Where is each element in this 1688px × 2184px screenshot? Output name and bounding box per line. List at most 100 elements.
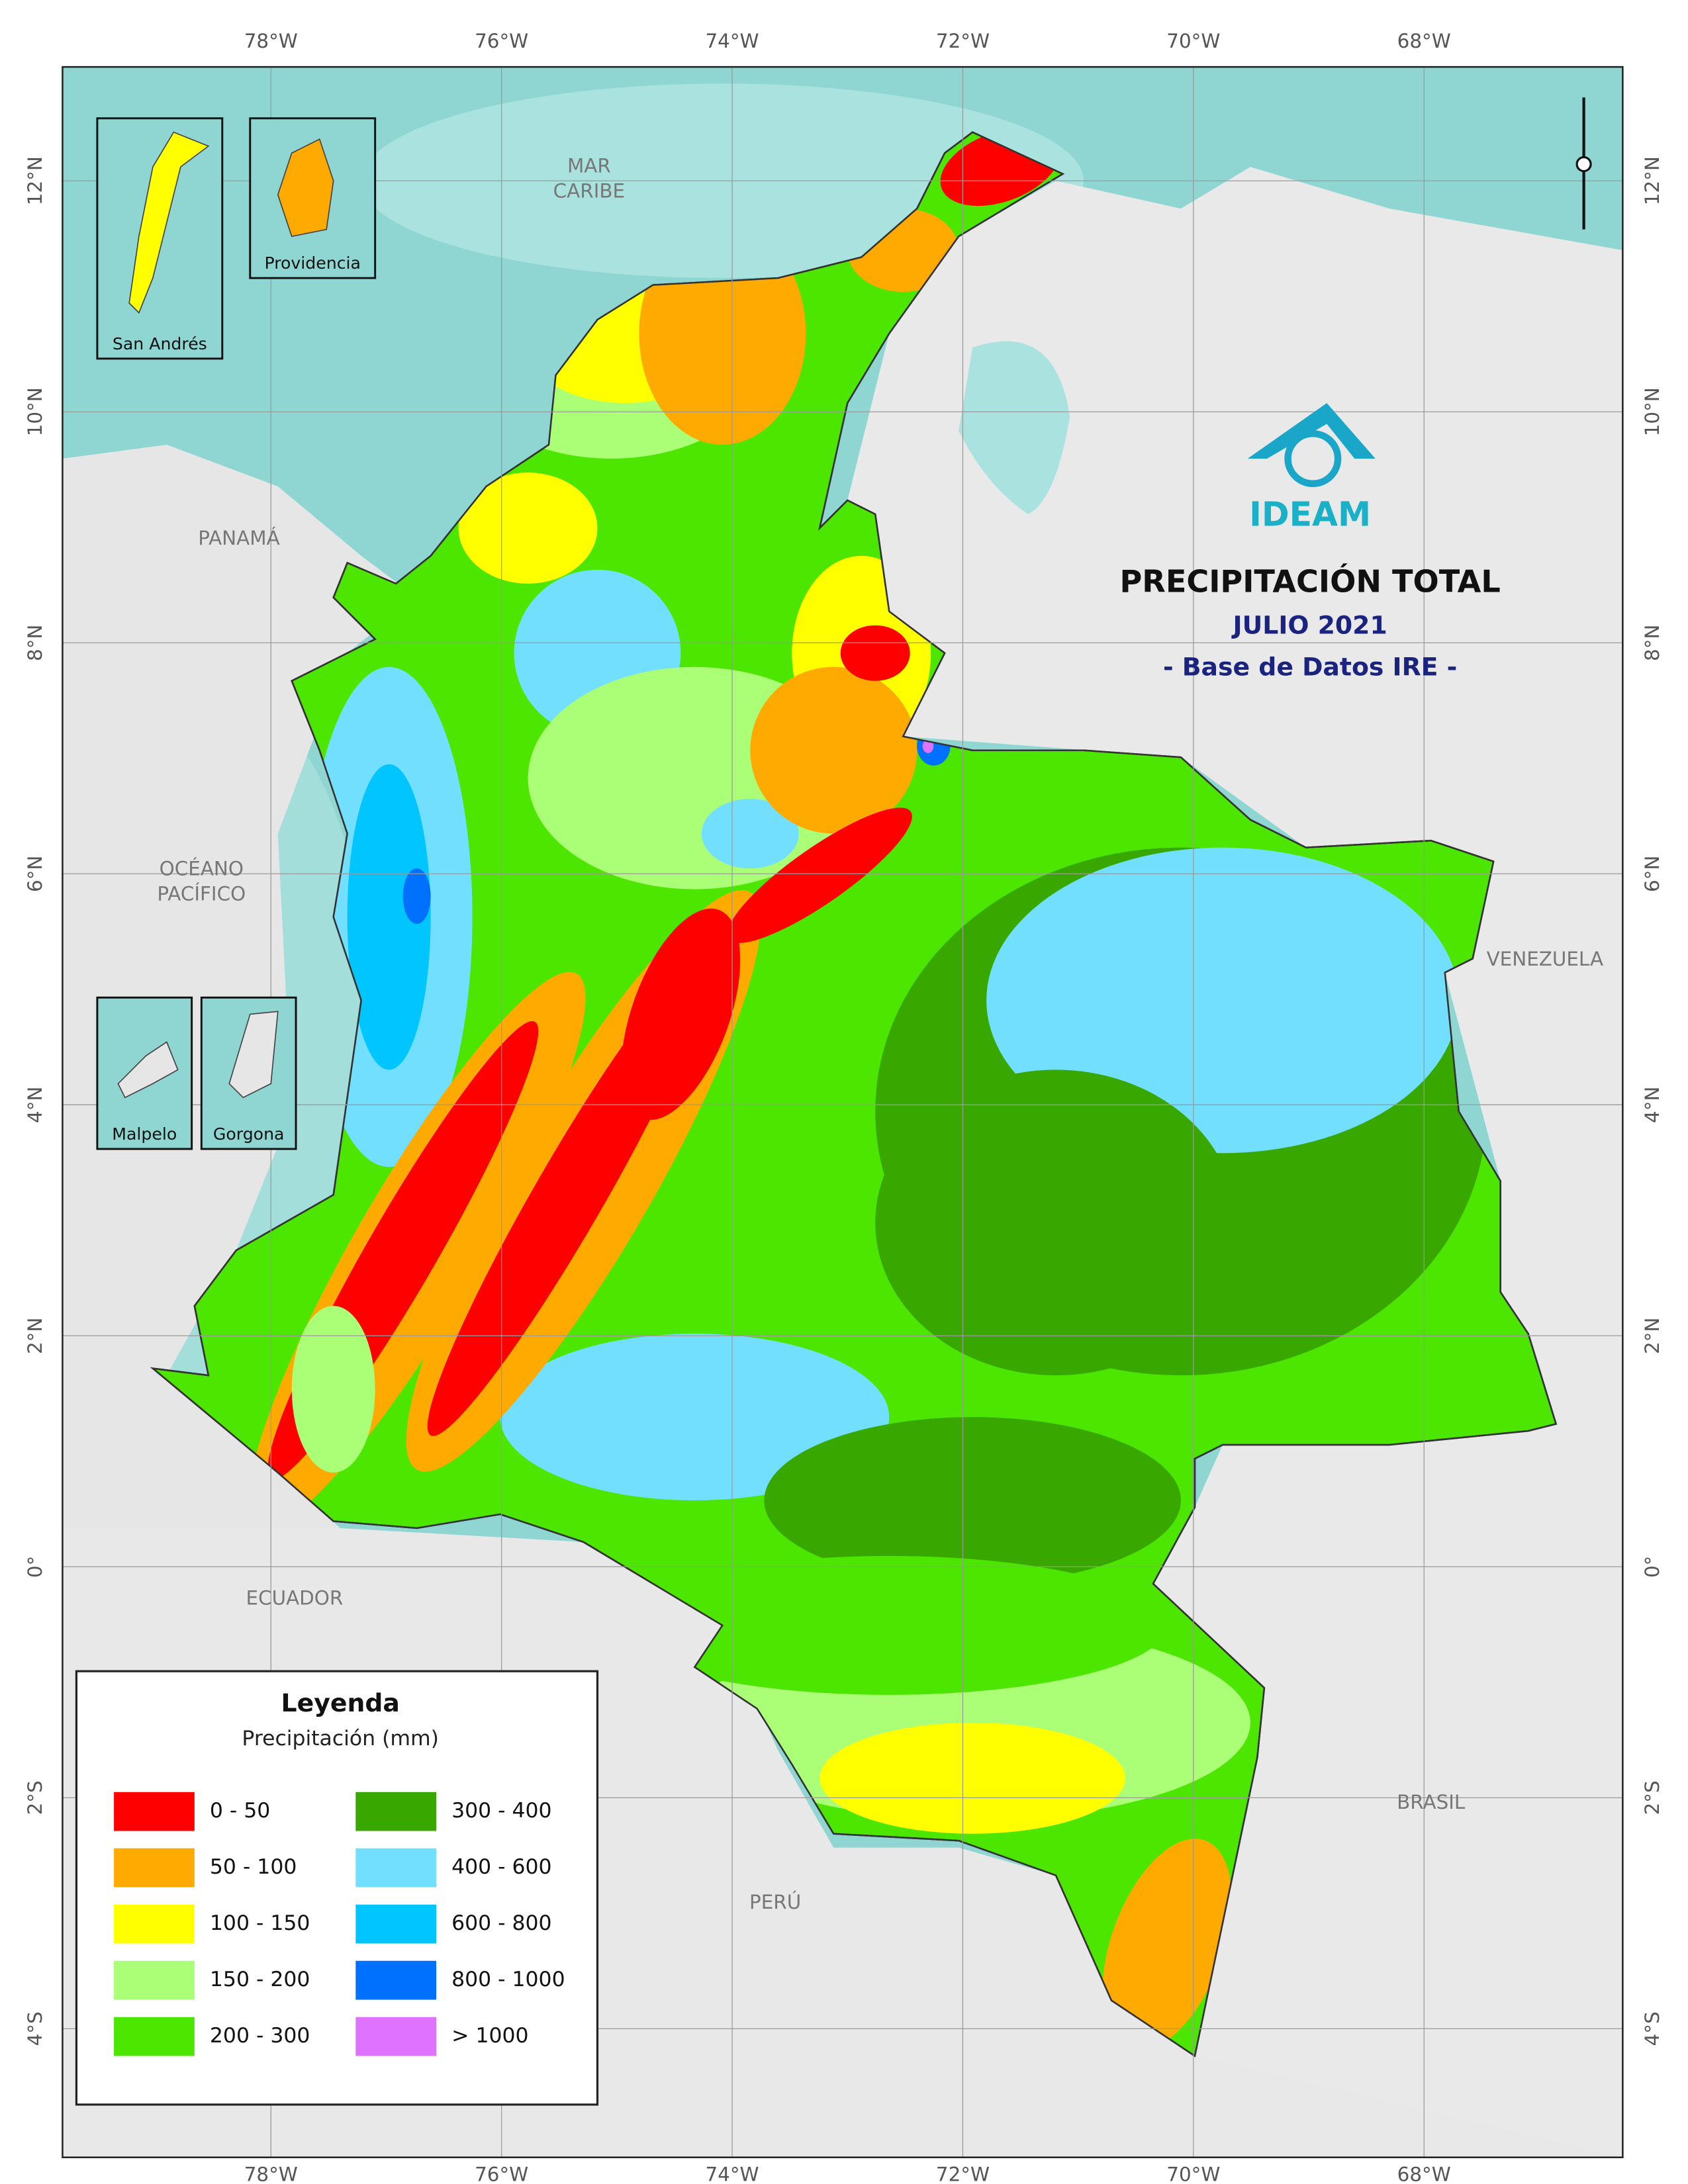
logo-text: IDEAM (1249, 495, 1371, 534)
legend-label: 800 - 1000 (451, 1968, 565, 1991)
lat-label: 4°N (24, 1087, 46, 1123)
source: - Base de Datos IRE - (1163, 652, 1457, 681)
legend-label: 50 - 100 (210, 1855, 297, 1879)
lon-label: 70°W (1166, 30, 1220, 52)
place-label: ECUADOR (246, 1587, 344, 1610)
legend-swatch (355, 1960, 437, 2000)
precip-zone (764, 1417, 1181, 1584)
precip-zone (820, 1722, 1125, 1834)
place-label: BRASIL (1397, 1791, 1466, 1813)
legend-swatch (355, 1792, 437, 1831)
labels: 78°W 78°W 76°W 76°W 74°W 74°W 72°W 72°W 70°W 70°W… (24, 30, 1664, 2184)
precip-zone (621, 908, 741, 1120)
lat-label: 8°N (24, 625, 46, 661)
lat-label: 10°N (1641, 387, 1664, 436)
legend-swatch (114, 2017, 195, 2056)
precip-zone (701, 799, 799, 869)
lon-label: 74°W (705, 2163, 759, 2184)
inset-island (128, 131, 210, 314)
legend-swatch (114, 1792, 195, 1831)
legend-label: 0 - 50 (210, 1799, 270, 1823)
legend-label: 100 - 150 (210, 1911, 310, 1935)
lat-label: 2°S (24, 1780, 46, 1815)
lat-label: 4°N (1641, 1087, 1664, 1123)
map-body (62, 67, 1623, 2158)
precip-zone (291, 1306, 375, 1473)
inset-island (228, 1011, 279, 1099)
legend-swatch (355, 2017, 437, 2056)
legend-label: 400 - 600 (451, 1855, 552, 1879)
map-frame (62, 66, 1624, 2159)
lat-label: 8°N (1641, 625, 1664, 661)
legend-swatch (114, 1904, 195, 1944)
legend-label: 300 - 400 (451, 1799, 552, 1823)
lon-label: 76°W (475, 2163, 528, 2184)
land-west (62, 444, 417, 1529)
lon-label: 70°W (1166, 2163, 1220, 2184)
precip-zone (500, 1334, 890, 1501)
legend-swatch (355, 1904, 437, 1944)
lon-label: 78°W (244, 30, 298, 52)
land-east (847, 167, 1623, 2158)
legend-title: Leyenda (281, 1688, 400, 1717)
lat-label: 4°S (1641, 2011, 1664, 2046)
place-label: PERÚ (749, 1889, 801, 1913)
legend-swatch (355, 1848, 437, 1888)
precip-zone (750, 666, 917, 834)
legend-swatch (114, 1960, 195, 2000)
lon-label: 72°W (936, 2163, 990, 2184)
inset-island (117, 1041, 179, 1099)
place-label: CARIBE (553, 180, 625, 203)
inset-label: Providencia (264, 253, 361, 273)
precip-zone (402, 868, 431, 925)
lat-label: 2°N (1641, 1318, 1664, 1354)
inset-label: San Andrés (113, 334, 207, 353)
lat-label: 2°N (24, 1318, 46, 1354)
lon-label: 78°W (244, 2163, 298, 2184)
precip-zone (875, 1069, 1237, 1376)
legend-label: 600 - 800 (451, 1911, 552, 1935)
place-label: MAR (567, 155, 611, 177)
precip-zone (347, 764, 431, 1070)
place-label: VENEZUELA (1487, 948, 1604, 970)
inset-label: Gorgona (213, 1124, 285, 1144)
place-label: OCÉANO (160, 857, 244, 880)
lat-label: 0° (1641, 1556, 1664, 1578)
lat-label: 12°N (24, 156, 46, 205)
precip-zone (727, 807, 912, 943)
lon-label: 76°W (475, 30, 528, 52)
lat-label: 2°S (1641, 1780, 1664, 1815)
inset-island (277, 138, 334, 238)
inset-label: Malpelo (112, 1124, 177, 1144)
lat-label: 10°N (24, 387, 46, 436)
lon-label: 74°W (705, 30, 759, 52)
legend-label: 200 - 300 (210, 2024, 310, 2048)
precip-zone (611, 1555, 1167, 1695)
lat-label: 6°N (24, 856, 46, 892)
title: PRECIPITACIÓN TOTAL (1119, 563, 1500, 599)
legend-subtitle: Precipitación (mm) (242, 1727, 439, 1751)
lat-label: 0° (24, 1556, 46, 1578)
lon-label: 68°W (1397, 2163, 1451, 2184)
precip-zone (1102, 1839, 1232, 2052)
legend-label: > 1000 (451, 2024, 528, 2048)
legend-swatch (114, 1848, 195, 1888)
precip-zone (458, 472, 598, 584)
lat-label: 4°S (24, 2011, 46, 2046)
precip-zone (840, 625, 910, 681)
lon-label: 68°W (1397, 30, 1451, 52)
logo-swirl (1284, 430, 1342, 487)
lat-label: 12°N (1641, 156, 1664, 205)
north-arrow-hub (1575, 156, 1592, 173)
lat-label: 6°N (1641, 856, 1664, 892)
lon-label: 72°W (936, 30, 990, 52)
place-label: PANAMÁ (198, 526, 279, 549)
subtitle: JULIO 2021 (1231, 610, 1387, 639)
place-label: PACÍFICO (157, 882, 246, 905)
colombia-border (150, 131, 1558, 2058)
legend-label: 150 - 200 (210, 1968, 310, 1991)
lake-maracaibo (959, 341, 1070, 514)
